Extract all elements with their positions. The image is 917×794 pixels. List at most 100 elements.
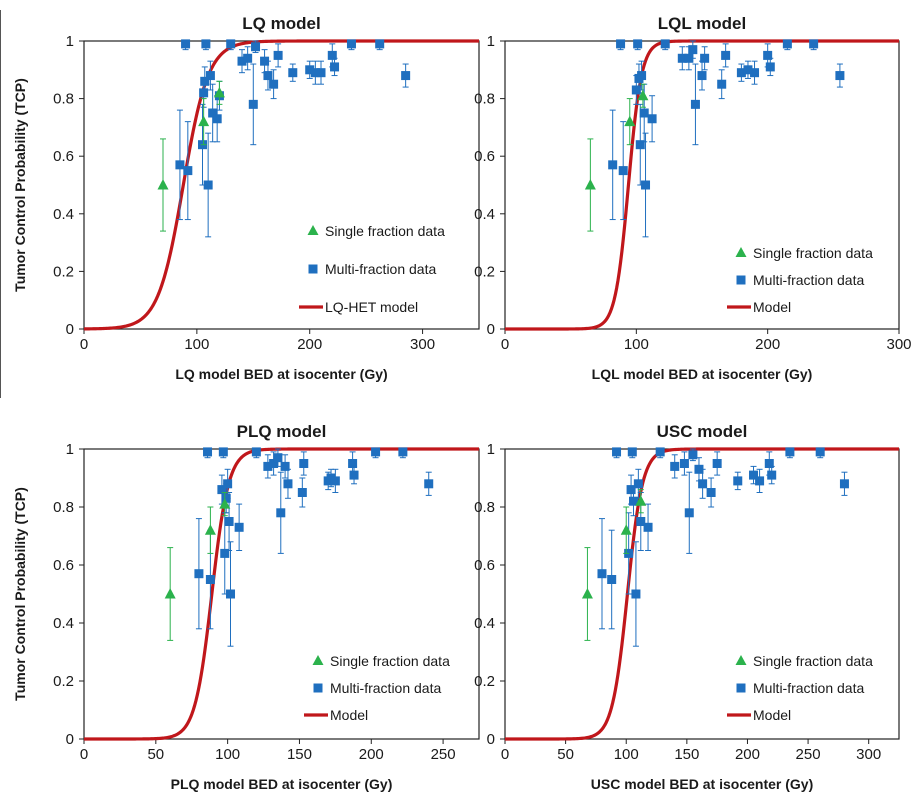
multi-fraction-point <box>218 447 228 457</box>
multi-fraction-point <box>349 470 359 480</box>
multi-fraction-point <box>616 39 626 49</box>
chart-panel-1: LQ model 0 100 200 300 0 0.2 0.4 0.6 0.8 1 LQ model… <box>12 14 480 382</box>
x-tick-label: 200 <box>297 336 322 353</box>
multi-fraction-point <box>618 166 628 176</box>
y-axis-label: Tumor Control Probability (TCP) <box>12 487 28 701</box>
legend-multi-fraction-label: Multi-fraction data <box>753 680 864 696</box>
multi-fraction-point <box>299 459 309 468</box>
chart-title: USC model <box>657 422 748 441</box>
multi-fraction-point <box>835 71 845 81</box>
multi-fraction-point <box>316 68 326 78</box>
y-tick-label: 0.8 <box>474 499 495 516</box>
multi-fraction-point <box>401 71 411 81</box>
multi-fraction-point <box>660 39 670 49</box>
plot-frame <box>83 40 480 330</box>
legend-single-fraction-label: Single fraction data <box>753 653 873 669</box>
multi-fraction-point <box>183 166 193 176</box>
single-fraction-point <box>624 115 636 127</box>
single-fraction-point <box>204 524 216 535</box>
legend: Single fraction data Multi-fraction data L… <box>299 223 445 315</box>
multi-fraction-point <box>633 39 643 49</box>
x-tick-label: 0 <box>80 336 88 353</box>
x-axis-label: PLQ model BED at isocenter (Gy) <box>171 776 393 792</box>
legend-multi-fraction-label: Multi-fraction data <box>753 272 864 288</box>
single-fraction-point <box>584 179 596 190</box>
multi-fraction-point <box>785 447 795 457</box>
chart-panel-2: LQL model 0 100 200 300 0 0.2 0.4 0.6 0.8 1 LQL mod… <box>474 14 911 382</box>
y-tick-label: 0.4 <box>53 615 74 632</box>
multi-fraction-point <box>697 71 707 81</box>
y-tick-label: 0 <box>487 731 495 748</box>
legend-single-fraction-marker <box>735 655 747 665</box>
x-tick-label: 0 <box>80 746 88 763</box>
y-tick-label: 0.8 <box>53 91 74 108</box>
multi-fraction-point <box>283 479 293 489</box>
single-fraction-point <box>219 498 231 509</box>
multi-fraction-point <box>208 108 218 118</box>
y-tick-label: 0.2 <box>53 673 74 690</box>
multi-fraction-point <box>712 459 722 468</box>
y-tick-label: 0.4 <box>474 206 495 223</box>
y-tick-label: 0.6 <box>53 557 74 574</box>
y-tick-label: 0.2 <box>53 263 74 280</box>
multi-fraction-point <box>220 548 230 558</box>
multi-fraction-point <box>750 68 760 78</box>
multi-fraction-point <box>765 62 775 72</box>
legend-model-label: Model <box>753 299 791 315</box>
multi-fraction-point <box>194 569 204 579</box>
y-tick-label: 0 <box>66 321 74 338</box>
legend-single-fraction-marker <box>307 225 319 235</box>
single-fraction-point <box>581 588 593 599</box>
x-tick-label: 100 <box>184 336 209 353</box>
x-tick-label: 50 <box>557 746 574 763</box>
x-tick-label: 150 <box>674 746 699 763</box>
y-tick-label: 0.8 <box>474 91 495 108</box>
x-tick-label: 200 <box>735 746 760 763</box>
multi-fraction-point <box>679 459 689 468</box>
y-tick-label: 0.4 <box>53 206 74 223</box>
multi-fraction-point <box>203 180 213 190</box>
chart-title: PLQ model <box>237 422 327 441</box>
multi-fraction-point <box>643 522 653 532</box>
model-curve <box>83 39 480 331</box>
x-tick-label: 100 <box>215 746 240 763</box>
multi-fraction-point <box>733 476 743 486</box>
multi-fraction-point <box>330 62 340 72</box>
chart-title: LQL model <box>658 14 746 33</box>
x-axis-label: USC model BED at isocenter (Gy) <box>591 776 814 792</box>
multi-fraction-point <box>637 71 647 81</box>
y-tick-label: 0.6 <box>474 557 495 574</box>
multi-fraction-point <box>763 50 773 60</box>
model-curve <box>504 447 900 741</box>
multi-fraction-point <box>641 180 651 190</box>
legend-model-label: Model <box>330 707 368 723</box>
y-tick-label: 0.2 <box>474 673 495 690</box>
x-tick-label: 0 <box>501 336 509 353</box>
multi-fraction-point <box>607 575 617 584</box>
y-tick-label: 0.4 <box>474 615 495 632</box>
y-tick-label: 0.2 <box>474 263 495 280</box>
legend-single-fraction-label: Single fraction data <box>325 223 445 239</box>
panel-divider-line <box>0 10 1 398</box>
multi-fraction-point <box>755 476 765 486</box>
x-axis-label: LQL model BED at isocenter (Gy) <box>592 366 813 382</box>
multi-fraction-point <box>688 450 698 460</box>
legend-model-label: LQ-HET model <box>325 299 418 315</box>
y-tick-label: 1 <box>487 33 495 50</box>
legend: Single fraction data Multi-fraction data M… <box>727 653 873 723</box>
multi-fraction-point <box>684 508 694 518</box>
multi-fraction-point <box>251 42 261 52</box>
multi-fraction-point <box>223 479 233 489</box>
multi-fraction-point <box>627 447 637 457</box>
y-tick-label: 0.6 <box>474 148 495 165</box>
y-tick-label: 0.6 <box>53 148 74 165</box>
single-fraction-point <box>635 495 647 506</box>
legend-multi-fraction-label: Multi-fraction data <box>325 261 436 277</box>
multi-fraction-point <box>700 53 710 63</box>
single-fraction-point <box>198 115 210 127</box>
multi-fraction-point <box>633 479 643 489</box>
multi-fraction-point <box>200 76 210 86</box>
multi-fraction-point <box>706 488 716 497</box>
legend-single-fraction-marker <box>312 655 324 665</box>
multi-fraction-point <box>348 459 358 468</box>
